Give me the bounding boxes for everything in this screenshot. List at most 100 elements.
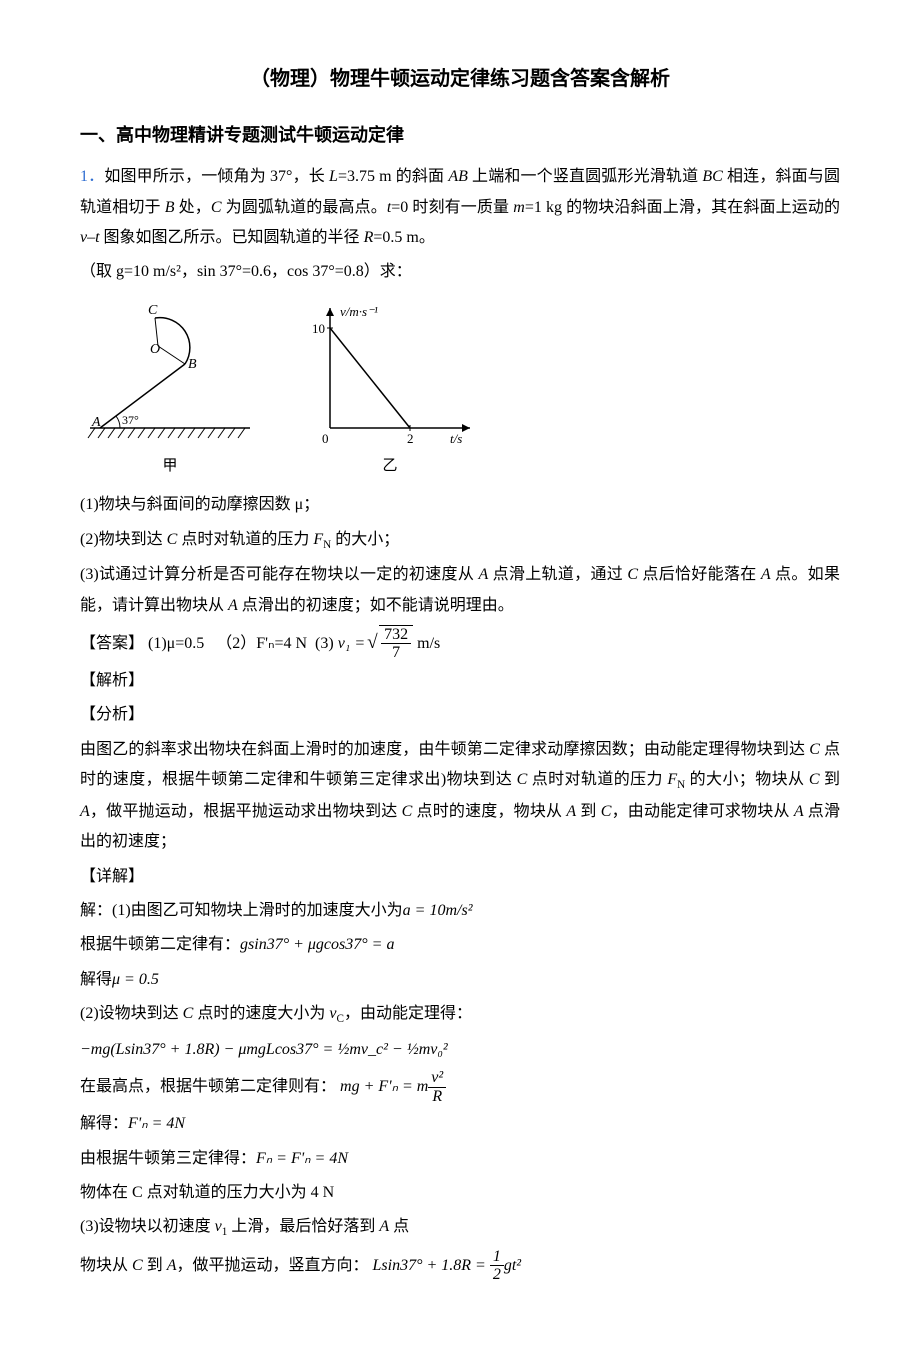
sol6-den: R: [428, 1088, 446, 1106]
subq-1: (1)物块与斜面间的动摩擦因数 μ；: [80, 490, 840, 520]
fenxi-d: 的大小；物块从: [685, 771, 809, 788]
point-b: B: [188, 357, 197, 372]
fenxi-g: 点时的速度，物块从: [412, 803, 566, 820]
q-R: R: [364, 229, 374, 246]
sol7-a: 解得：: [80, 1115, 128, 1132]
q-text-3: 上端和一个竖直圆弧形光滑轨道: [468, 168, 703, 185]
ans-3-prefix: (3): [315, 635, 334, 652]
sol2-a: 根据牛顿第二定律有：: [80, 936, 240, 953]
ans-3-unit: m/s: [417, 635, 440, 652]
fenxi-c: 点时对轨道的压力: [527, 771, 667, 788]
subq2-a: (2)物块到达: [80, 531, 167, 548]
sol-8: 由根据牛顿第三定律得：Fₙ = F'ₙ = 4N: [80, 1144, 840, 1174]
q-text-8: =1 kg 的物块沿斜面上滑，其在斜面上运动的: [525, 199, 840, 216]
sol4-a: (2)设物块到达: [80, 1005, 183, 1022]
fenxi-A1: A: [80, 803, 90, 820]
point-c: C: [148, 303, 158, 318]
angle-label: 37°: [122, 413, 139, 427]
subq2-b: 点时对轨道的压力: [177, 531, 313, 548]
subq-3: (3)试通过计算分析是否可能存在物块以一定的初速度从 A 点滑上轨道，通过 C …: [80, 560, 840, 621]
caption-left: 甲: [162, 452, 177, 481]
sol6-lhs: mg + F'ₙ = m: [340, 1078, 428, 1095]
sol8-a: 由根据牛顿第三定律得：: [80, 1150, 256, 1167]
fenxi-C1: C: [809, 741, 820, 758]
subq3-e: 点滑出的初速度；如不能请说明理由。: [238, 597, 514, 614]
ans-1: (1)μ=0.5: [148, 635, 204, 652]
sqrt-icon: 7327: [369, 625, 413, 662]
q-text-10: =0.5 m。: [373, 229, 434, 246]
q-text-1: 如图甲所示，一倾角为 37°，长: [104, 168, 329, 185]
sol11-rhs: gt²: [504, 1257, 521, 1274]
sol-2: 根据牛顿第二定律有：gsin37° + μgcos37° = a: [80, 930, 840, 960]
diagram-right: 10 2 0 v/m·s⁻¹ t/s 乙: [300, 298, 480, 481]
point-o: O: [150, 342, 160, 357]
caption-right: 乙: [382, 452, 397, 481]
fenxi-body: 由图乙的斜率求出物块在斜面上滑时的加速度，由牛顿第二定律求动摩擦因数；由动能定理…: [80, 735, 840, 858]
subq3-a: (3)试通过计算分析是否可能存在物块以一定的初速度从: [80, 566, 479, 583]
sol11-to: 到: [143, 1257, 167, 1274]
fenxi-a: 由图乙的斜率求出物块在斜面上滑时的加速度，由牛顿第二定律求动摩擦因数；由动能定理…: [80, 741, 809, 758]
subq3-c: 点后恰好能落在: [638, 566, 761, 583]
diagram-left: 37° A B C O 甲: [80, 298, 260, 481]
fenxi-e: 到: [820, 771, 840, 788]
sol2-eq: gsin37° + μgcos37° = a: [240, 936, 394, 953]
sol10-v: v: [215, 1218, 222, 1235]
origin: 0: [322, 431, 329, 446]
subq2-C: C: [167, 531, 178, 548]
q-vt: v–t: [80, 229, 100, 246]
fenxi-f: ，做平抛运动，根据平抛运动求出物块到达: [90, 803, 402, 820]
q-L: L: [329, 168, 338, 185]
fenxi-F: F: [667, 771, 677, 788]
sol4-C: C: [183, 1005, 194, 1022]
sol4-b: 点时的速度大小为: [193, 1005, 329, 1022]
q-B: B: [165, 199, 175, 216]
question-number: 1．: [80, 168, 104, 185]
sol10-a: (3)设物块以初速度: [80, 1218, 215, 1235]
sol11-lhs: Lsin37° + 1.8R =: [373, 1257, 486, 1274]
subq3-A1: A: [479, 566, 489, 583]
fenxi-label: 【分析】: [80, 700, 840, 730]
ytick-10: 10: [312, 321, 325, 336]
sol11-b: ，做平抛运动，竖直方向：: [176, 1257, 368, 1274]
sol6-a: 在最高点，根据牛顿第二定律则有：: [80, 1078, 336, 1095]
q-AB: AB: [448, 168, 468, 185]
sol-10: (3)设物块以初速度 v1 上滑，最后恰好落到 A 点: [80, 1212, 840, 1243]
subq3-b: 点滑上轨道，通过: [488, 566, 627, 583]
fenxi-C2: C: [517, 771, 528, 788]
incline-diagram: 37° A B C O: [80, 298, 260, 448]
sol4-c: ，由动能定理得：: [344, 1005, 472, 1022]
xiangjie-label: 【详解】: [80, 862, 840, 892]
sol10-c: 点: [389, 1218, 409, 1235]
sol-6: 在最高点，根据牛顿第二定律则有： mg + F'ₙ = mv²R: [80, 1069, 840, 1105]
subq2-F: F: [313, 531, 323, 548]
sol11-den: 2: [490, 1266, 504, 1284]
sol-7: 解得：F'ₙ = 4N: [80, 1109, 840, 1139]
page-title: （物理）物理牛顿运动定律练习题含答案含解析: [80, 60, 840, 98]
sol6-num: v²: [428, 1069, 446, 1088]
vt-graph: 10 2 0 v/m·s⁻¹ t/s: [300, 298, 480, 448]
fenxi-C3: C: [809, 771, 820, 788]
q-text-6: 为圆弧轨道的最高点。: [222, 199, 387, 216]
subq2-c: 的大小；: [331, 531, 399, 548]
q-m: m: [513, 199, 525, 216]
xtick-2: 2: [407, 431, 414, 446]
q-given: （取 g=10 m/s²，sin 37°=0.6，cos 37°=0.8）求：: [80, 257, 840, 287]
fenxi-e2: 到: [576, 803, 601, 820]
diagram-row: 37° A B C O 甲 10 2 0 v/m·s⁻¹ t/s 乙: [80, 298, 840, 481]
question-body: 1．如图甲所示，一倾角为 37°，长 L=3.75 m 的斜面 AB 上端和一个…: [80, 162, 840, 253]
jiexi-label: 【解析】: [80, 666, 840, 696]
sol-5-eq: −mg(Lsin37° + 1.8R) − μmgLcos37° = ½mv_c…: [80, 1035, 840, 1065]
q-C: C: [211, 199, 222, 216]
sol11-C: C: [132, 1257, 143, 1274]
ylabel: v/m·s⁻¹: [340, 304, 378, 319]
q-text-9: 图象如图乙所示。已知圆轨道的半径: [100, 229, 364, 246]
sol-1: 解：(1)由图乙可知物块上滑时的加速度大小为a = 10m/s²: [80, 896, 840, 926]
sol-9: 物体在 C 点对轨道的压力大小为 4 N: [80, 1178, 840, 1208]
ans-3-lhs: v₁ =: [338, 635, 365, 652]
subq3-A3: A: [228, 597, 238, 614]
fenxi-C5: C: [601, 803, 612, 820]
subq-2: (2)物块到达 C 点时对轨道的压力 FN 的大小；: [80, 525, 840, 556]
q-text-7: =0 时刻有一质量: [391, 199, 513, 216]
subq3-C: C: [627, 566, 638, 583]
frac-num: 732: [381, 626, 411, 645]
